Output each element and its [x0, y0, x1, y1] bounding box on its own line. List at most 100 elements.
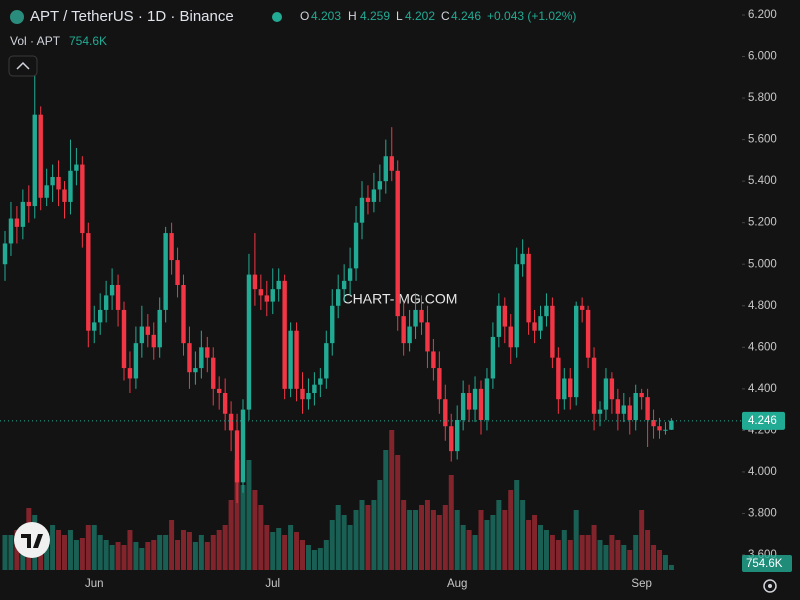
candle-body	[211, 357, 216, 389]
status-dot	[272, 12, 282, 22]
candle-body	[240, 409, 246, 483]
y-tick-label: 4.600	[748, 341, 777, 353]
volume-bar	[62, 535, 67, 570]
candle-body	[508, 326, 513, 348]
volume-bar	[329, 520, 335, 570]
candle-body	[252, 274, 258, 290]
volume-bar	[520, 500, 526, 570]
candle-body	[187, 343, 192, 373]
volume-bar	[288, 525, 294, 570]
volume-bar	[270, 532, 276, 570]
volume-bar	[73, 540, 79, 570]
volume-bar	[615, 540, 621, 570]
volume-bar	[514, 480, 520, 570]
volume-bar	[448, 475, 454, 570]
candle-body	[163, 233, 168, 310]
logo	[14, 522, 50, 558]
volume-bar	[413, 510, 419, 570]
candle-body	[103, 295, 109, 310]
volume-bar	[282, 535, 288, 570]
volume-bar	[436, 515, 442, 570]
volume-bar	[645, 530, 651, 570]
volume-bar	[442, 505, 448, 570]
volume-bar	[484, 520, 490, 570]
volume-bar	[186, 532, 192, 570]
candle-body	[377, 181, 383, 190]
candle-body	[270, 289, 275, 302]
last-price-label: 4.246	[748, 415, 777, 427]
y-tick-label: 4.000	[748, 466, 777, 478]
candle-body	[466, 393, 472, 410]
volume-bar	[478, 510, 484, 570]
candle-body	[14, 218, 20, 227]
volume-bar	[56, 530, 62, 570]
volume-bar	[79, 538, 85, 570]
candle-body	[26, 201, 31, 207]
volume-bar	[347, 525, 353, 570]
candle-body	[175, 260, 180, 285]
volume-bar	[662, 555, 668, 570]
candle-body	[300, 388, 305, 400]
candle-body	[121, 309, 127, 369]
candle-body	[574, 305, 579, 398]
volume-box	[742, 555, 792, 572]
volume-bar	[424, 500, 430, 570]
volume-bar	[121, 545, 127, 570]
candle-body	[591, 357, 597, 414]
candle-body	[127, 368, 133, 379]
candle-body	[50, 177, 55, 186]
volume-bar	[639, 510, 645, 570]
x-tick-label: Jul	[265, 578, 280, 590]
volume-bar	[597, 540, 603, 570]
y-tick-label: 3.800	[748, 507, 777, 519]
volume-bar	[633, 535, 639, 570]
candle-body	[8, 218, 14, 244]
volume-bar	[151, 540, 157, 570]
volume-bar	[8, 535, 14, 570]
candle-body	[449, 426, 454, 452]
candle-body	[401, 316, 406, 344]
candle-body	[62, 189, 67, 202]
candle-body	[472, 388, 478, 410]
legend-c: C	[441, 9, 450, 23]
volume-bar	[567, 540, 573, 570]
collapse-button[interactable]	[8, 55, 38, 77]
volume-bar	[508, 490, 514, 570]
volume-bar	[228, 500, 234, 570]
settings-button[interactable]	[763, 579, 777, 593]
volume-bar	[181, 530, 186, 570]
volume-bar	[395, 455, 401, 570]
volume-bar	[216, 530, 222, 570]
volume-bar	[472, 535, 478, 570]
candle-body	[443, 399, 448, 427]
volume-bar	[300, 540, 305, 570]
candle-body	[526, 253, 531, 323]
candle-body	[157, 309, 162, 348]
candle-body	[544, 305, 549, 317]
volume-bar	[294, 532, 300, 570]
volume-bar	[430, 510, 436, 570]
volume-bar	[407, 510, 413, 570]
legend-change: +0.043 (+1.02%)	[487, 9, 576, 23]
volume-bar	[401, 500, 407, 570]
candle-body	[44, 185, 49, 198]
candle-body	[490, 336, 496, 379]
volume-bar	[490, 515, 496, 570]
volume-bar	[252, 490, 258, 570]
volume-bar	[258, 505, 264, 570]
volume-bar	[175, 540, 181, 570]
candle-body	[282, 280, 287, 389]
legend-high: 4.259	[360, 9, 390, 23]
volume-bar	[496, 500, 502, 570]
candle-body	[556, 357, 561, 400]
volume-bar	[657, 550, 662, 570]
volume-bar	[323, 540, 329, 570]
candle-body	[74, 164, 79, 171]
candle-body	[199, 347, 204, 369]
candle-body	[288, 330, 293, 389]
candle-body	[318, 378, 323, 385]
candle-body	[520, 253, 525, 265]
volume-bar	[561, 530, 567, 570]
y-tick-label: 4.800	[748, 300, 777, 312]
volume-bar	[240, 485, 246, 570]
